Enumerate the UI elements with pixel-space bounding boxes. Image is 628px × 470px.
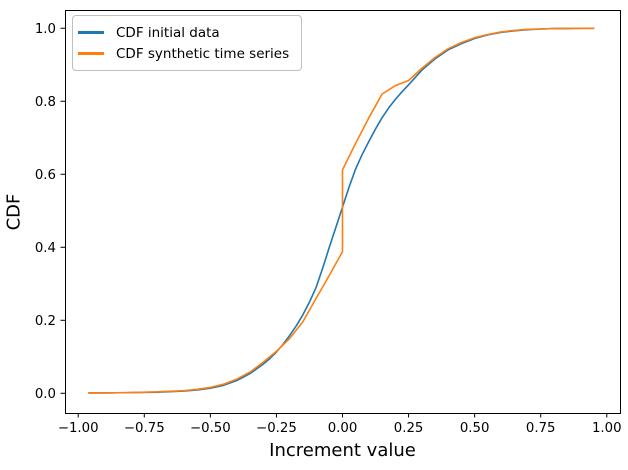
x-tick-label: −1.00	[58, 421, 99, 436]
legend-label-synthetic: CDF synthetic time series	[116, 45, 290, 62]
x-axis-label: Increment value	[269, 440, 416, 461]
legend-line-swatch-blue	[78, 31, 104, 34]
x-tick-label: 1.00	[592, 421, 622, 436]
x-tick-label: 0.00	[328, 421, 358, 436]
y-tick-label: 0.6	[35, 168, 56, 183]
legend-line-swatch-orange	[78, 52, 104, 55]
x-tick-label: −0.25	[256, 421, 297, 436]
y-tick-label: 0.4	[35, 241, 56, 256]
series-line-initial-data	[88, 27, 595, 394]
y-axis-label: CDF	[3, 193, 25, 231]
legend: CDF initial data CDF synthetic time seri…	[72, 15, 302, 71]
x-tick-label: −0.75	[124, 421, 165, 436]
legend-item-synthetic: CDF synthetic time series	[78, 43, 293, 64]
x-tick-label: 0.75	[526, 421, 556, 436]
x-tick-label: 0.50	[460, 421, 490, 436]
series-line-synthetic	[88, 27, 595, 394]
legend-item-initial-data: CDF initial data	[78, 22, 293, 43]
y-tick-label: 0.8	[35, 95, 56, 110]
x-tick-label: −0.50	[190, 421, 231, 436]
y-tick-label: 0.0	[35, 387, 56, 402]
y-tick-label: 1.0	[35, 22, 56, 37]
x-tick-label: 0.25	[394, 421, 424, 436]
legend-label-initial-data: CDF initial data	[116, 24, 220, 41]
y-tick-label: 0.2	[35, 314, 56, 329]
